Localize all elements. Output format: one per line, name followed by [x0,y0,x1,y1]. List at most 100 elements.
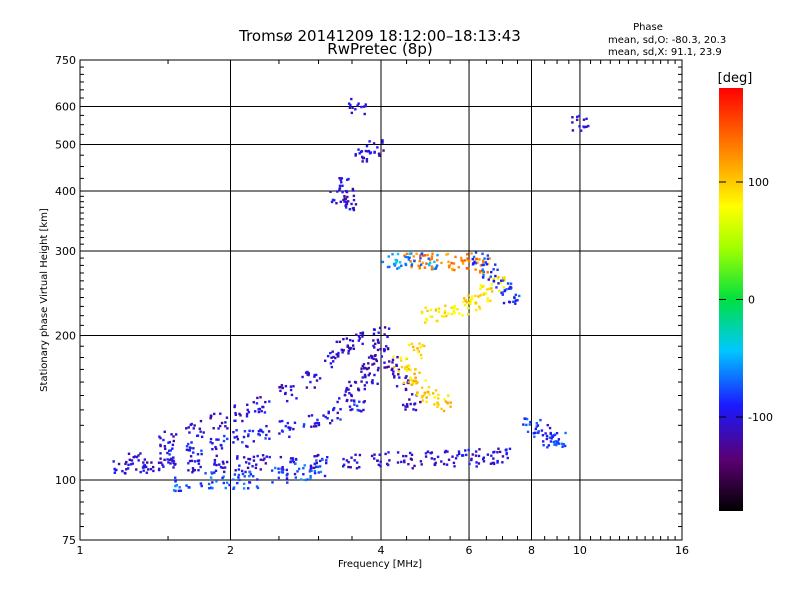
data-point [526,430,530,433]
data-point [358,453,362,457]
data-point [442,462,446,466]
data-point [271,481,274,484]
data-point [461,314,464,317]
data-point [252,440,256,443]
data-point [113,471,116,474]
data-point [463,259,466,262]
data-point [402,381,406,385]
data-point [410,264,413,267]
colorbar-label: [deg] [718,71,753,86]
data-point [425,400,428,404]
data-point [162,465,165,468]
data-point [371,363,374,366]
y-axis-ticks: 75 100 200 300 400 500 600 750 [55,54,682,547]
data-point [199,430,202,433]
data-point [280,467,283,470]
data-point [377,331,380,334]
data-point [447,266,451,269]
data-point [310,469,313,472]
data-point [478,307,482,311]
data-point [279,389,282,393]
data-point [481,268,484,271]
data-point [392,355,395,358]
data-point [171,447,174,450]
data-point [420,253,423,256]
data-point [232,430,235,434]
data-point [336,411,339,415]
data-point [350,202,353,206]
data-point [404,454,408,458]
data-point [347,388,350,391]
data-point [411,345,415,349]
data-point [435,264,439,267]
data-point [218,463,221,466]
data-point [360,380,363,383]
data-point [365,381,368,384]
data-point [408,398,411,401]
data-point [313,422,317,425]
data-point [417,264,420,267]
data-point [494,263,497,266]
data-point [164,447,167,451]
data-point [286,399,289,403]
data-point [333,406,336,410]
data-point [131,462,135,465]
data-point [552,440,555,444]
data-point [185,448,189,451]
data-point [400,264,403,268]
data-point [336,190,339,193]
data-point [125,460,128,464]
data-point [236,457,239,460]
data-point [484,292,488,295]
data-point [288,435,291,439]
data-point [351,106,354,110]
data-point [142,461,145,464]
data-point [499,281,502,285]
data-point [500,279,503,282]
data-point [490,287,493,290]
data-point [220,421,224,425]
data-point [128,458,132,462]
data-points [112,97,590,493]
data-point [381,260,385,264]
data-point [585,117,588,121]
data-point [224,425,227,428]
data-point [225,481,229,484]
data-point [326,417,329,420]
data-point [166,458,169,461]
data-point [242,487,246,490]
data-point [498,450,502,454]
data-point [427,257,430,260]
data-point [409,402,412,406]
data-point [482,460,486,463]
data-point [525,417,529,421]
data-point [482,274,485,277]
data-point [341,184,344,188]
data-point [407,367,410,371]
data-point [372,332,376,336]
data-point [434,309,438,312]
data-point [281,471,285,474]
data-point [494,274,497,278]
data-point [404,387,408,391]
data-point [130,459,134,462]
data-point [210,471,213,474]
data-point [135,468,138,471]
data-point [424,379,427,382]
data-point [420,396,424,399]
data-point [504,448,508,452]
data-point [363,112,366,116]
data-point [112,460,115,463]
data-point [478,305,481,309]
data-point [215,438,218,441]
data-point [174,476,177,479]
data-point [443,398,446,401]
data-point [554,440,557,443]
data-point [482,263,485,267]
data-point [424,452,428,455]
data-point [350,394,353,398]
data-point [541,434,545,437]
data-point [472,255,476,259]
data-point [367,362,370,365]
data-point [317,471,320,474]
